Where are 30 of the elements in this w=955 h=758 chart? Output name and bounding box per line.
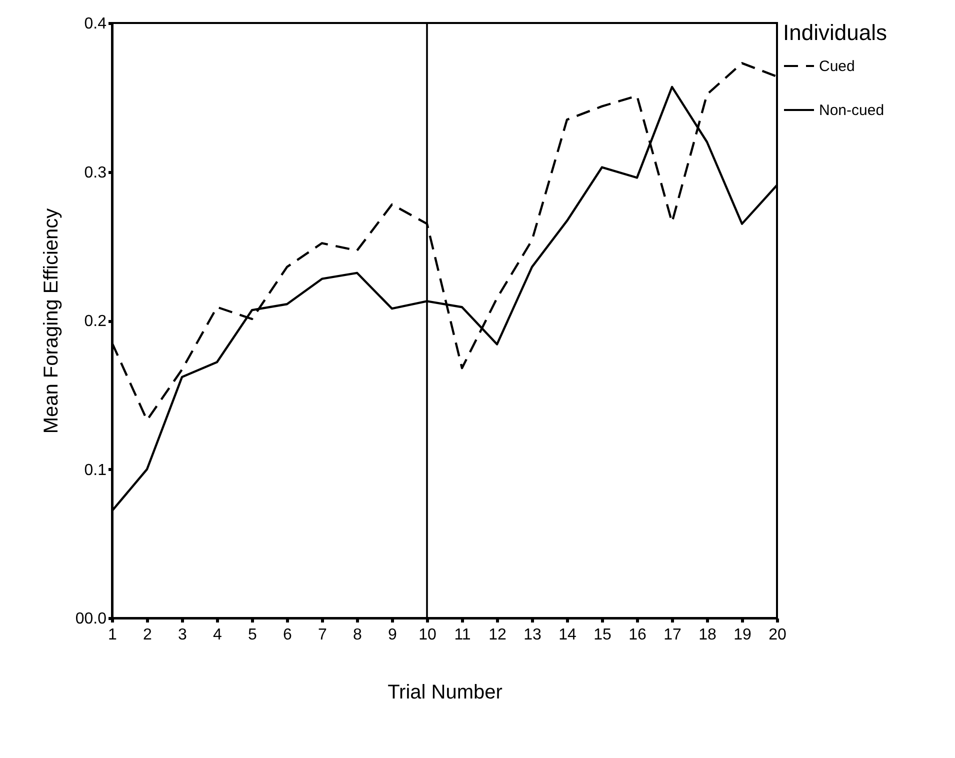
y-tick-label: 0.2: [84, 313, 107, 330]
y-tick-label: 0.3: [84, 164, 107, 182]
x-tick-label: 5: [248, 626, 258, 644]
x-tick-label: 18: [698, 626, 716, 644]
legend-title: Individuals: [783, 20, 887, 45]
x-tick-label: 19: [734, 626, 752, 644]
y-tick-label: 0.4: [84, 16, 107, 32]
x-tick-label: 11: [454, 626, 471, 644]
x-tick-label: 6: [283, 626, 292, 644]
x-tick-label: 8: [353, 626, 362, 644]
x-tick-label: 12: [488, 626, 506, 644]
x-tick-label: 15: [594, 626, 612, 644]
x-tick-label: 2: [143, 626, 152, 644]
x-tick-label: 10: [418, 626, 436, 644]
legend-label: Cued: [819, 58, 855, 75]
y-tick-label: 0.1: [84, 462, 107, 479]
x-axis-title: Trial Number: [388, 682, 503, 704]
legend-label: Non-cued: [819, 102, 884, 119]
y-tick-label: 00.0: [75, 610, 107, 628]
y-axis-title: Mean Foraging Efficiency: [40, 208, 62, 434]
x-tick-label: 1: [108, 626, 118, 644]
x-tick-label: 17: [664, 626, 682, 644]
x-tick-label: 3: [178, 626, 188, 644]
x-tick-label: 7: [318, 626, 328, 644]
x-tick-label: 14: [558, 626, 576, 644]
x-tick-label: 16: [628, 626, 646, 644]
x-tick-label: 9: [388, 626, 398, 644]
x-tick-label: 20: [768, 626, 786, 644]
x-tick-label: 4: [213, 626, 222, 644]
x-tick-label: 13: [524, 626, 542, 644]
